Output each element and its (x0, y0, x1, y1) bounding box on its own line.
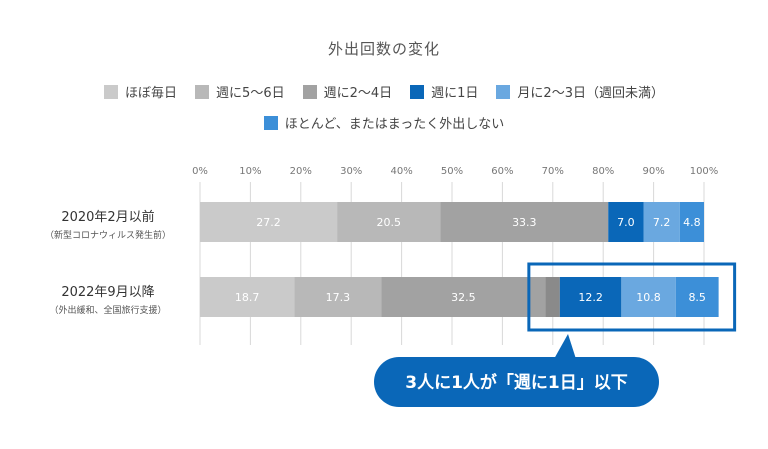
bar-segment-0-3 (608, 202, 644, 242)
x-tick-label-6: 60% (491, 166, 513, 177)
x-tick-label-2: 20% (290, 166, 312, 177)
category-sublabel-0: （新型コロナウィルス発生前） (45, 229, 171, 241)
legend-swatch-0 (104, 84, 119, 99)
legend-swatch-5 (263, 115, 278, 130)
data-label-1-5: 8.5 (688, 291, 706, 304)
bar-segment-1-4 (621, 277, 676, 317)
data-label-1-2: 32.5 (451, 291, 476, 304)
legend-label-3: 週に1日 (431, 86, 479, 101)
x-tick-label-3: 30% (340, 166, 362, 177)
highlight-box (527, 262, 737, 332)
data-label-0-5: 4.8 (683, 216, 701, 229)
legend-swatch-1 (195, 84, 210, 99)
bar-segment-1-2 (381, 277, 546, 317)
x-tick-label-5: 50% (441, 166, 463, 177)
data-label-0-1: 20.5 (376, 216, 401, 229)
bar-segment-0-0 (200, 202, 338, 242)
category-label-0: 2020年2月以前 (61, 209, 154, 225)
bar-segment-0-1 (337, 202, 441, 242)
data-label-1-1: 17.3 (326, 291, 351, 304)
legend-swatch-2 (302, 84, 317, 99)
data-label-1-3: 12.2 (578, 291, 603, 304)
data-label-1-4: 10.8 (636, 291, 661, 304)
legend-swatch-4 (496, 84, 511, 99)
bar-segment-1-1 (294, 277, 382, 317)
bar-segment-1-5 (675, 277, 719, 317)
data-label-0-3: 7.0 (617, 216, 635, 229)
x-tick-label-9: 90% (642, 166, 664, 177)
legend-swatch-3 (410, 84, 425, 99)
category-sublabel-1: （外出緩和、全国旅行支援） (49, 304, 166, 316)
legend-item-3: 週に1日 (410, 82, 478, 101)
legend-label-4: 月に2〜3日（週回未満） (517, 86, 664, 101)
legend-label-1: 週に5〜6日 (216, 86, 285, 101)
legend-item-4: 月に2〜3日（週回未満） (496, 82, 664, 101)
bar-segment-0-5 (679, 202, 704, 242)
legend-row-2: ほとんど、またはまったく外出しない (0, 113, 768, 132)
data-label-0-0: 27.2 (256, 216, 281, 229)
bar-segment-1-3 (559, 277, 622, 317)
bar-segment-1-0 (200, 277, 295, 317)
data-label-1-0: 18.7 (235, 291, 260, 304)
bar-segment-0-4 (643, 202, 680, 242)
chart-title: 外出回数の変化 (327, 40, 440, 58)
legend-label-2: 週に2〜4日 (323, 86, 393, 101)
legend-row-1: ほぼ毎日 週に5〜6日 週に2〜4日 週に1日 月に2〜3日（週回未満） (0, 82, 768, 101)
callout-pointer (554, 334, 576, 359)
callout-text: 3人に1人が「週に1日」以下 (405, 372, 628, 393)
legend-label-0: ほぼ毎日 (125, 86, 178, 101)
x-tick-label-0: 0% (192, 166, 208, 177)
x-tick-label-1: 10% (239, 166, 261, 177)
bar-segment-0-2 (440, 202, 609, 242)
category-label-1: 2022年9月以降 (61, 285, 154, 300)
legend-item-0: ほぼ毎日 (104, 82, 177, 101)
legend-label-5: ほとんど、またはまったく外出しない (284, 117, 505, 132)
callout-pill (374, 357, 659, 407)
x-tick-label-7: 70% (542, 166, 564, 177)
bar-gap-segment-1 (545, 277, 560, 317)
x-tick-label-10: 100% (690, 166, 719, 177)
data-label-0-4: 7.2 (653, 216, 671, 229)
x-tick-label-4: 40% (390, 166, 412, 177)
legend-item-5: ほとんど、またはまったく外出しない (263, 113, 505, 132)
x-tick-label-8: 80% (592, 166, 614, 177)
data-label-0-2: 33.3 (512, 216, 537, 229)
legend-item-2: 週に2〜4日 (302, 82, 393, 101)
legend-item-1: 週に5〜6日 (195, 82, 285, 101)
